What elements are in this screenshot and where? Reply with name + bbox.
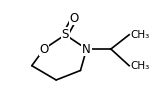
Text: O: O bbox=[39, 43, 49, 56]
Text: CH₃: CH₃ bbox=[131, 61, 150, 71]
Text: S: S bbox=[62, 28, 69, 41]
Text: O: O bbox=[70, 12, 79, 25]
Text: N: N bbox=[82, 43, 91, 56]
Text: CH₃: CH₃ bbox=[131, 30, 150, 40]
